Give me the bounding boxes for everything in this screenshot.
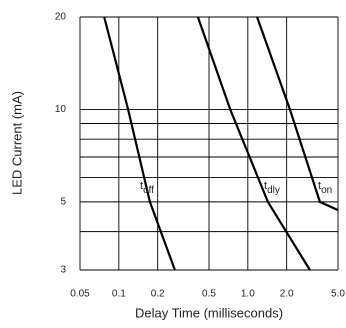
y-axis-title: LED Current (mA) [9, 91, 24, 195]
curve-label: ton [318, 180, 332, 196]
curve-label-sub: on [321, 185, 332, 196]
x-tick-label: 2.0 [280, 289, 294, 300]
curve [196, 16, 311, 271]
y-tick-label: 10 [55, 104, 67, 115]
curve [103, 16, 176, 271]
y-tick-label: 3 [60, 265, 66, 276]
x-tick-label: 1.0 [241, 289, 255, 300]
x-axis-title: Delay Time (milliseconds) [135, 305, 283, 320]
x-tick-label: 0.2 [151, 289, 165, 300]
x-tick-label: 5.0 [331, 289, 345, 300]
y-tick-label: 5 [60, 197, 66, 208]
y-tick-label: 20 [55, 12, 67, 23]
x-tick-label: 0.1 [112, 289, 126, 300]
curve-label-main: t [318, 180, 321, 192]
curve-label: tdly [264, 180, 280, 196]
curve [256, 16, 339, 212]
curve-label-sub: dly [267, 185, 280, 196]
curve-label-main: t [264, 180, 267, 192]
x-tick-label: 0.05 [70, 289, 90, 300]
curve-label-main: t [140, 180, 143, 192]
curve-label-sub: off [143, 185, 154, 196]
curve-label: toff [140, 180, 154, 196]
x-tick-label: 0.5 [202, 289, 216, 300]
